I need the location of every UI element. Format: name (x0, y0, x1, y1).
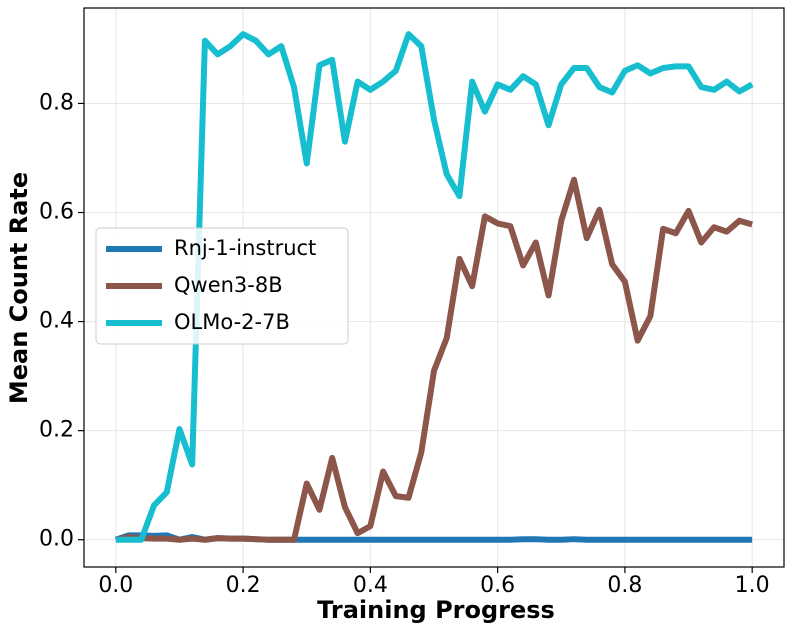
legend-label: Qwen3-8B (174, 273, 283, 297)
y-tick-label: 0.4 (39, 309, 74, 334)
legend: Rnj-1-instruct Qwen3-8B OLMo-2-7B (95, 227, 349, 345)
x-axis-label: Training Progress (317, 596, 555, 624)
legend-label: OLMo-2-7B (174, 310, 290, 334)
x-tick-label: 0.2 (226, 573, 261, 598)
y-tick-label: 0.2 (39, 418, 74, 443)
x-tick-label: 1.0 (735, 573, 770, 598)
plot-frame (83, 7, 785, 568)
x-tick-label: 0.4 (353, 573, 388, 598)
x-tick-label: 0.6 (480, 573, 515, 598)
y-tick-label: 0.6 (39, 200, 74, 225)
y-axis-label: Mean Count Rate (5, 172, 33, 404)
x-tick-label: 0.0 (98, 573, 133, 598)
x-tick-label: 0.8 (607, 573, 642, 598)
y-tick-label: 0.0 (39, 527, 74, 552)
legend-label: Rnj-1-instruct (174, 236, 316, 260)
line-series (115, 176, 754, 543)
line-series (115, 31, 754, 543)
y-tick-label: 0.8 (39, 90, 74, 115)
legend-box (95, 227, 349, 345)
